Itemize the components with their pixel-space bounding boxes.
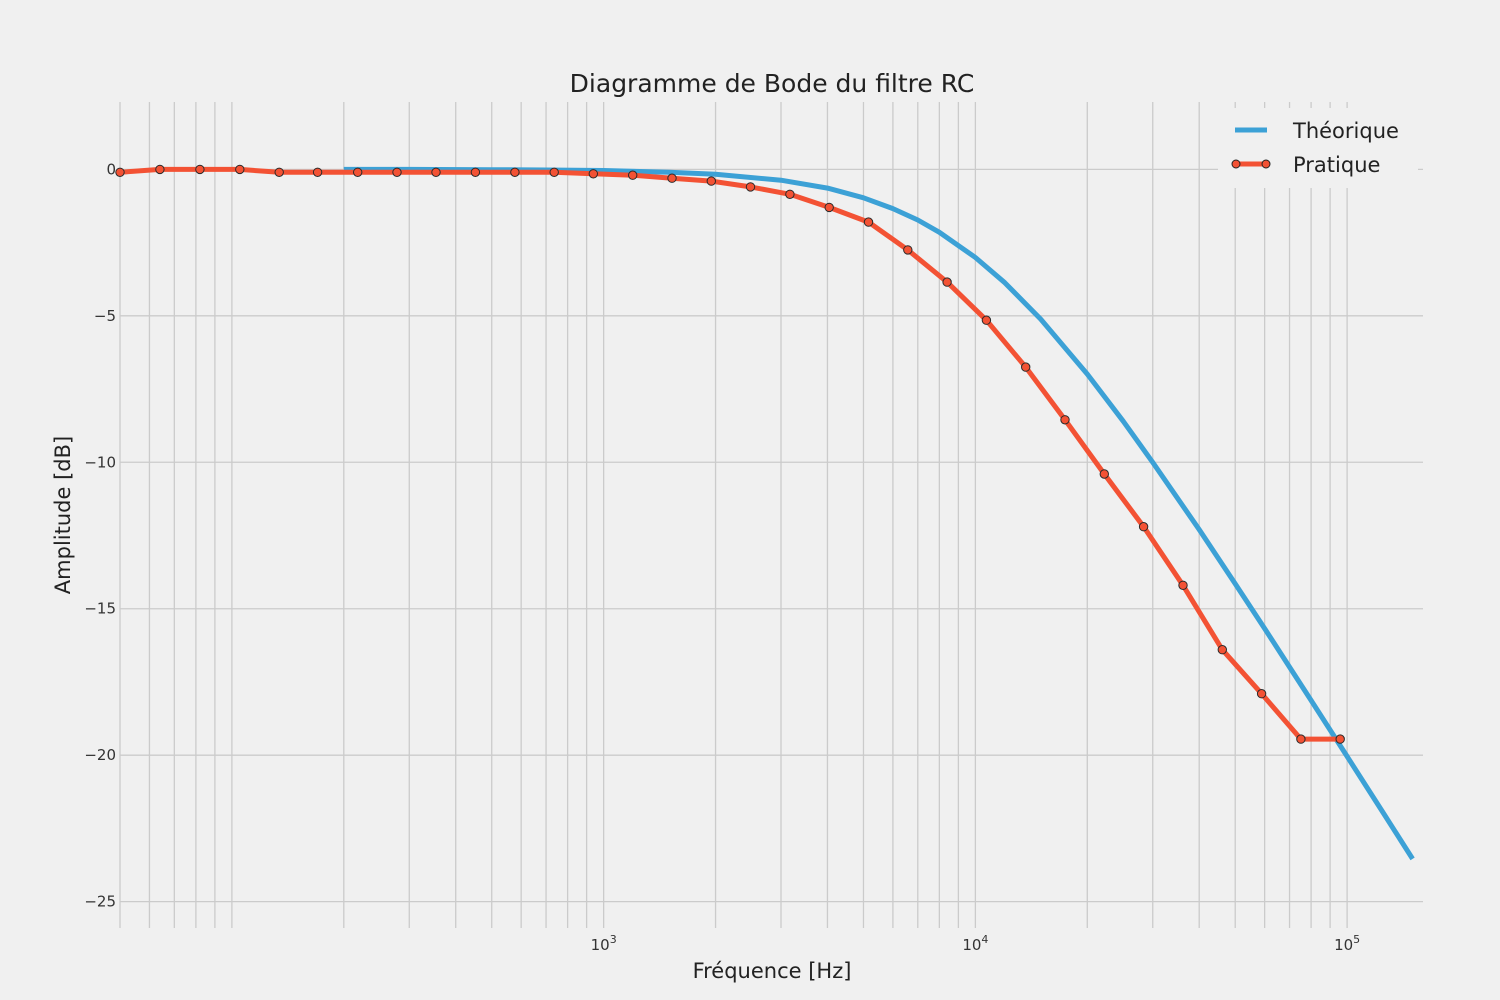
legend-background — [1218, 108, 1418, 188]
data-point — [745, 182, 756, 192]
tick-labels: 0 −5 −10 −15 −20 −25 103 104 105 — [84, 160, 1360, 954]
data-point — [1335, 734, 1345, 744]
chart-title: Diagramme de Bode du filtre RC — [570, 69, 975, 98]
data-point — [706, 176, 716, 186]
data-point — [392, 167, 402, 178]
data-point — [549, 167, 559, 178]
grid — [119, 102, 1423, 928]
legend: Théorique Pratique — [1218, 108, 1418, 188]
data-point — [510, 167, 520, 178]
legend-label-theorique: Théorique — [1292, 119, 1399, 143]
data-point — [903, 245, 913, 255]
x-tick-label: 103 — [591, 933, 617, 954]
data-point — [824, 202, 834, 213]
data-point — [628, 170, 638, 180]
data-point — [195, 164, 205, 175]
data-point — [588, 169, 598, 179]
x-axis-title: Fréquence [Hz] — [693, 959, 852, 983]
y-axis-title: Amplitude [dB] — [51, 436, 75, 594]
data-point — [1256, 689, 1267, 699]
data-point — [1099, 469, 1110, 479]
x-tick-label: 104 — [962, 933, 988, 954]
y-tick-label: 0 — [106, 160, 116, 178]
data-point — [785, 189, 795, 200]
data-point — [981, 315, 992, 325]
series-line-pratique — [119, 166, 1341, 742]
data-point — [1060, 415, 1070, 425]
data-point — [863, 217, 874, 227]
data-point — [155, 164, 165, 175]
data-point — [1217, 645, 1228, 655]
y-tick-label: −15 — [84, 600, 116, 618]
data-point — [312, 167, 323, 178]
legend-marker-pratique-right — [1261, 159, 1271, 169]
data-point — [1178, 580, 1188, 590]
data-point — [667, 173, 677, 183]
data-point — [470, 167, 481, 178]
data-point — [235, 164, 245, 175]
y-tick-label: −20 — [84, 746, 116, 764]
data-point — [353, 167, 363, 178]
series-layer — [115, 164, 1415, 861]
data-point — [1138, 522, 1149, 532]
data-point — [115, 167, 125, 178]
y-tick-label: −25 — [84, 893, 116, 911]
data-point — [942, 277, 952, 287]
x-tick-label: 105 — [1334, 933, 1360, 954]
data-point — [1296, 734, 1306, 744]
series-line-theorique — [343, 166, 1415, 861]
y-tick-label: −10 — [84, 453, 116, 471]
data-point — [274, 167, 284, 178]
legend-label-pratique: Pratique — [1293, 153, 1380, 177]
y-tick-label: −5 — [94, 307, 116, 325]
data-point — [431, 167, 441, 178]
data-point — [1020, 362, 1031, 372]
legend-marker-pratique-left — [1231, 159, 1241, 169]
